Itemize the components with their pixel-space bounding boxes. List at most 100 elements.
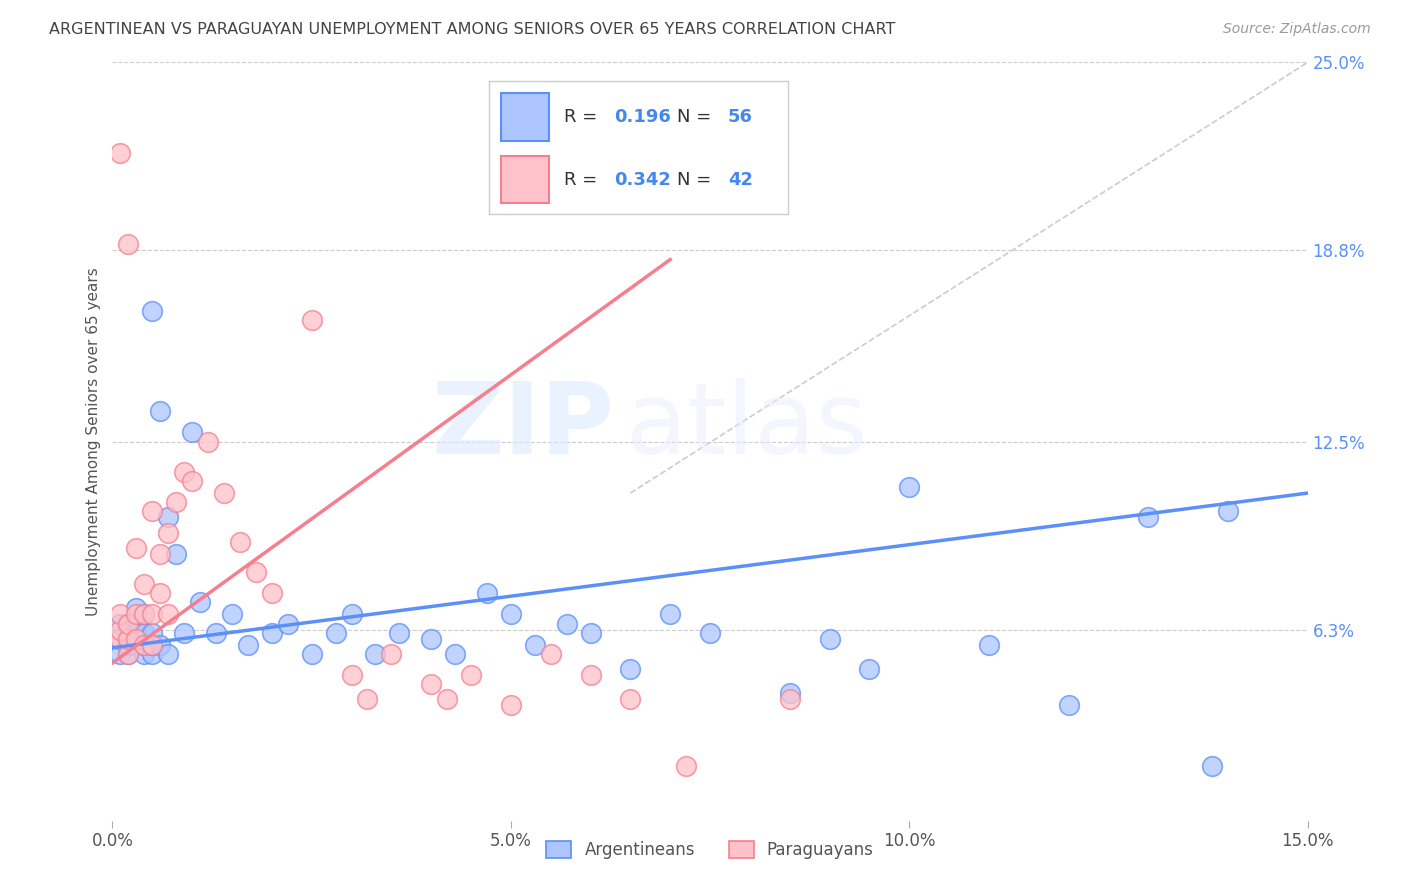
Point [221,607,243,622]
Point [301,313,323,327]
Point [134,607,156,622]
Point [340,607,363,622]
Point [977,638,1000,652]
Point [356,692,378,706]
Point [523,638,546,652]
Point [444,647,467,661]
Point [134,625,156,640]
Y-axis label: Unemployment Among Seniors over 65 years: Unemployment Among Seniors over 65 years [86,268,101,615]
Point [110,623,132,637]
Point [436,692,458,706]
Point [141,638,163,652]
Point [134,577,156,591]
Point [779,692,801,706]
Point [188,595,211,609]
Point [499,607,522,622]
Point [858,662,880,676]
Text: ARGENTINEAN VS PARAGUAYAN UNEMPLOYMENT AMONG SENIORS OVER 65 YEARS CORRELATION C: ARGENTINEAN VS PARAGUAYAN UNEMPLOYMENT A… [49,22,896,37]
Point [110,632,132,646]
Point [388,625,411,640]
Text: Source: ZipAtlas.com: Source: ZipAtlas.com [1223,22,1371,37]
Point [301,647,323,661]
Point [141,607,163,622]
Point [110,616,132,631]
Point [173,465,195,479]
Point [779,686,801,700]
Point [117,616,139,631]
Point [125,616,148,631]
Point [134,638,156,652]
Point [340,668,363,682]
Point [579,625,602,640]
Point [110,647,132,661]
Point [117,625,139,640]
Point [157,510,180,524]
Point [117,647,139,661]
Point [134,647,156,661]
Point [125,625,148,640]
Point [149,547,172,561]
Point [236,638,259,652]
Point [134,638,156,652]
Point [555,616,578,631]
Legend: Argentineans, Paraguayans: Argentineans, Paraguayans [540,834,880,865]
Point [818,632,841,646]
Point [110,607,132,622]
Point [149,586,172,600]
Point [141,304,163,318]
Point [420,677,443,691]
Text: atlas: atlas [627,378,868,475]
Point [125,632,148,646]
Point [125,541,148,555]
Text: ZIP: ZIP [432,378,614,475]
Point [125,601,148,615]
Point [212,486,235,500]
Point [117,647,139,661]
Point [540,647,562,661]
Point [1137,510,1160,524]
Point [325,625,347,640]
Point [165,495,187,509]
Point [110,632,132,646]
Point [134,607,156,622]
Point [117,638,139,652]
Point [205,625,228,640]
Point [149,404,172,418]
Point [659,607,682,622]
Point [475,586,498,600]
Point [675,759,697,773]
Point [181,425,204,440]
Point [117,237,139,252]
Point [157,607,180,622]
Point [699,625,721,640]
Point [1057,698,1080,713]
Point [260,625,283,640]
Point [277,616,299,631]
Point [1216,504,1239,518]
Point [125,607,148,622]
Point [141,638,163,652]
Point [141,647,163,661]
Point [1201,759,1223,773]
Point [117,632,139,646]
Point [898,480,921,494]
Point [173,625,195,640]
Point [460,668,482,682]
Point [110,146,132,161]
Point [141,625,163,640]
Point [499,698,522,713]
Point [364,647,387,661]
Point [117,616,139,631]
Point [149,638,172,652]
Point [619,662,641,676]
Point [380,647,402,661]
Point [141,504,163,518]
Point [165,547,187,561]
Point [157,647,180,661]
Point [420,632,443,646]
Point [260,586,283,600]
Point [181,474,204,488]
Point [229,534,252,549]
Point [619,692,641,706]
Point [245,565,267,579]
